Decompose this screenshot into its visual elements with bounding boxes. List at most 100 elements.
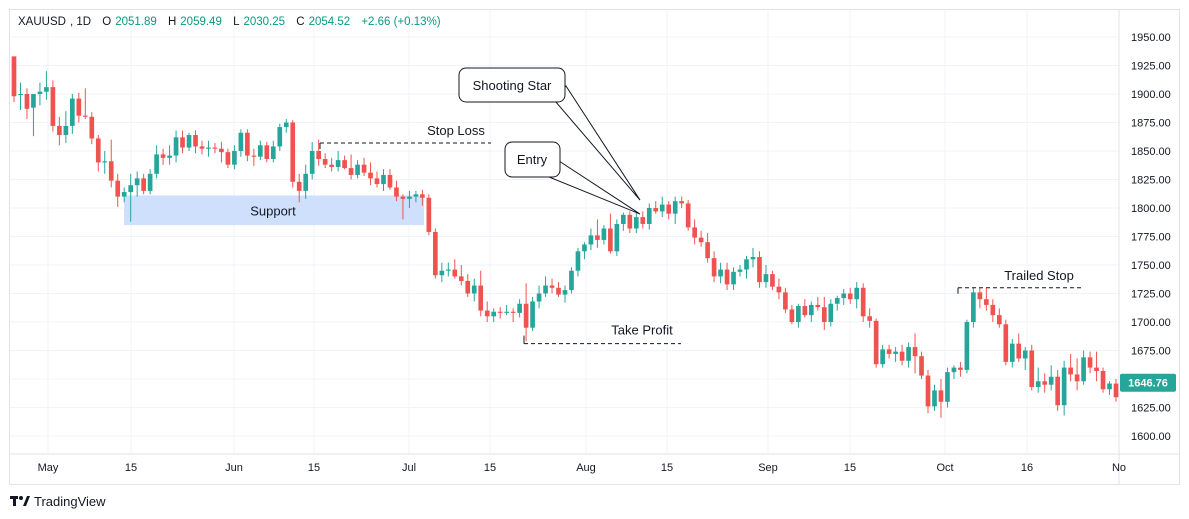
- candle-body: [342, 160, 347, 169]
- candle-body: [633, 217, 639, 229]
- candle-body: [264, 145, 270, 159]
- close-label: C: [296, 16, 305, 28]
- candle-body: [893, 351, 898, 354]
- candle-body: [873, 320, 879, 365]
- candle-body: [1107, 383, 1112, 390]
- y-tick-label: 1675.00: [1131, 346, 1171, 358]
- candle-body: [750, 257, 756, 260]
- open-label: O: [102, 16, 112, 28]
- candle-body: [1100, 371, 1106, 390]
- candle-body: [977, 292, 983, 300]
- candle-body: [685, 203, 691, 228]
- candle-body: [530, 301, 535, 328]
- candle-body: [796, 306, 801, 322]
- high-number: 2059.49: [180, 16, 222, 28]
- shooting-star-label: Shooting Star: [473, 78, 552, 93]
- shooting-star-callout-joint: [555, 87, 564, 101]
- candle-body: [57, 125, 62, 136]
- candle-body: [212, 147, 218, 149]
- tradingview-logo-icon: [10, 496, 30, 506]
- candle-body: [880, 349, 885, 365]
- candle-body: [899, 351, 905, 361]
- candle-body: [186, 135, 192, 148]
- tradingview-brand-text: TradingView: [34, 493, 106, 509]
- candle-body: [536, 293, 542, 302]
- entry-callout-box: [504, 141, 561, 178]
- candle-body: [1074, 374, 1080, 382]
- candle-body: [802, 306, 808, 316]
- low-value: L 2030.25: [233, 16, 289, 28]
- y-tick-label: 1700.00: [1131, 317, 1171, 329]
- candle-body: [523, 303, 529, 328]
- support-label: Support: [250, 203, 296, 218]
- candle-body: [549, 285, 555, 288]
- entry-callout-pointer: [548, 158, 641, 215]
- y-tick-label: 1950.00: [1131, 32, 1171, 44]
- candle-body: [484, 310, 490, 317]
- candle-body: [906, 347, 911, 361]
- candle-body: [270, 146, 276, 159]
- candle-body: [601, 228, 607, 240]
- candle-body: [569, 270, 574, 291]
- candle-body: [990, 304, 996, 316]
- x-tick-label: Jul: [402, 462, 416, 474]
- candle-body: [381, 174, 386, 185]
- candle-body: [368, 172, 373, 179]
- candle-body: [783, 292, 788, 310]
- x-tick-label: 15: [484, 462, 496, 474]
- candle-body: [465, 280, 471, 294]
- candle-body: [108, 161, 114, 181]
- x-tick-label: 15: [125, 462, 137, 474]
- candle-body: [471, 285, 477, 294]
- candle-body: [984, 299, 989, 305]
- candle-body: [718, 269, 723, 277]
- candle-body: [627, 214, 633, 229]
- candle-body: [322, 158, 328, 165]
- candle-body: [659, 204, 665, 212]
- candle-body: [290, 122, 296, 182]
- candle-body: [458, 276, 464, 281]
- candle-body: [225, 152, 231, 165]
- y-tick-label: 1925.00: [1131, 61, 1171, 73]
- candle-body: [556, 287, 561, 295]
- x-tick-label: May: [38, 462, 59, 474]
- candle-body: [724, 269, 730, 285]
- x-tick-label: Jun: [225, 462, 243, 474]
- candle-body: [847, 293, 853, 300]
- candle-body: [491, 311, 497, 317]
- y-tick-label: 1825.00: [1131, 175, 1171, 187]
- interval-value: 1D: [76, 16, 92, 28]
- candle-body: [711, 258, 717, 277]
- candle-body: [355, 164, 360, 175]
- y-tick-label: 1900.00: [1131, 89, 1171, 101]
- candle-body: [692, 227, 697, 238]
- tradingview-branding[interactable]: TradingView: [10, 492, 106, 510]
- y-tick-label: 1600.00: [1131, 431, 1171, 443]
- candle-body: [400, 196, 406, 199]
- open-number: 2051.89: [115, 16, 157, 28]
- stop-loss-label: Stop Loss: [427, 123, 485, 138]
- candle-body: [329, 164, 334, 167]
- close-number: 2054.52: [308, 16, 351, 28]
- candle-body: [63, 125, 69, 136]
- candle-body: [1022, 350, 1028, 359]
- chart-frame[interactable]: [9, 9, 1180, 485]
- candle-body: [374, 178, 380, 185]
- candle-body: [932, 390, 937, 407]
- candle-body: [808, 304, 814, 316]
- candle-body: [672, 201, 678, 214]
- candle-body: [964, 322, 970, 370]
- candle-body: [95, 138, 101, 163]
- candle-body: [387, 174, 393, 188]
- candle-body: [420, 194, 425, 198]
- trailed-stop-label: Trailed Stop: [1004, 268, 1074, 283]
- candle-body: [180, 137, 185, 148]
- x-tick-label: Oct: [936, 462, 953, 474]
- candle-body: [50, 87, 56, 126]
- candle-body: [614, 223, 620, 252]
- high-label: H: [167, 16, 177, 28]
- y-tick-label: 1875.00: [1131, 118, 1171, 130]
- last-price-tag: [1120, 373, 1176, 392]
